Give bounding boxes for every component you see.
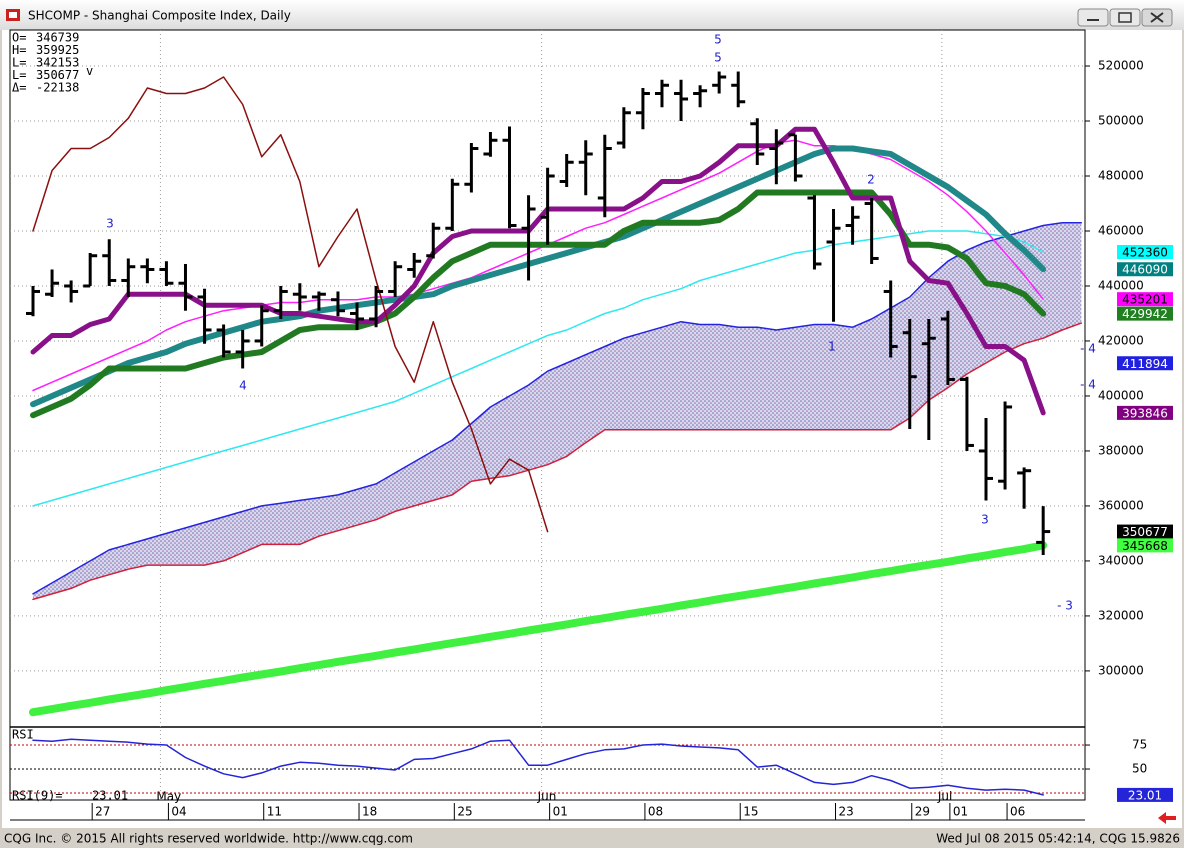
info-label: L=	[12, 56, 26, 70]
indicator-line	[32, 76, 549, 533]
price-flag-label: 435201	[1122, 293, 1168, 307]
annotation: 2	[867, 173, 875, 187]
annotation: 3	[106, 217, 114, 231]
info-value: -22138	[36, 81, 79, 95]
y-tick-label: 75	[1132, 738, 1147, 752]
x-tick-label: 25	[457, 805, 472, 819]
app-icon-inner	[9, 12, 17, 18]
y-tick-label: 420000	[1098, 333, 1144, 347]
y-tick-label: 440000	[1098, 278, 1144, 292]
x-tick-label: 18	[362, 805, 377, 819]
indicator-line	[32, 139, 1044, 392]
rsi-label: RSI	[12, 728, 34, 742]
info-label: Δ=	[12, 81, 26, 95]
y-tick-label: 480000	[1098, 168, 1144, 182]
rsi-flag-label: 23.01	[1128, 788, 1162, 802]
price-flag-label: 429942	[1122, 307, 1168, 321]
x-tick-label: 04	[171, 805, 186, 819]
y-tick-label: 320000	[1098, 608, 1144, 622]
x-tick-label: 27	[95, 805, 110, 819]
y-tick-label: 380000	[1098, 443, 1144, 457]
annotation: 5	[714, 51, 722, 65]
plot: 300000 320000 340000 360000 380000 400000 4200…	[10, 30, 1173, 820]
month-label: Jul	[937, 790, 952, 804]
indicator-line	[32, 738, 1044, 796]
y-tick-label: 520000	[1098, 59, 1144, 73]
indicator-line	[30, 145, 1047, 408]
rsi-flag	[1117, 787, 1173, 802]
window-title: SHCOMP - Shanghai Composite Index, Daily	[28, 9, 291, 23]
price-flag	[1117, 356, 1173, 371]
annotation: 5	[714, 33, 722, 47]
x-tick-label: 08	[648, 805, 663, 819]
restore-button[interactable]	[1109, 8, 1141, 27]
footer-right: Wed Jul 08 2015 05:42:14, CQG 15.9826	[936, 832, 1180, 846]
annotation: 3	[981, 513, 989, 527]
y-tick-label: 400000	[1098, 388, 1144, 402]
y-tick-label: 460000	[1098, 223, 1144, 237]
info-value: 350677	[36, 68, 79, 82]
price-flag	[1117, 306, 1173, 321]
month-label: Jun	[537, 790, 557, 804]
indicator-line	[32, 230, 1044, 507]
y-tick-label: 300000	[1098, 663, 1144, 677]
annotations: 5 5 3 4 2 1 3 - 4 - 4 - 3	[106, 33, 1096, 613]
info-value: 342153	[36, 56, 79, 70]
annotation: - 3	[1057, 599, 1073, 613]
title-bar	[0, 0, 1184, 30]
price-flag	[1117, 538, 1173, 553]
rsi-readout-value: 23.01	[92, 789, 128, 803]
info-label: L=	[12, 68, 26, 82]
x-tick-label: 11	[267, 805, 282, 819]
x-tick-label: 06	[1010, 805, 1025, 819]
price-flag-label: 452360	[1122, 245, 1168, 259]
y-tick-label: 360000	[1098, 498, 1144, 512]
info-label: O=	[12, 31, 26, 45]
indicator-line	[29, 541, 1048, 717]
price-flag	[1117, 292, 1173, 307]
restore-icon	[1118, 12, 1132, 23]
y-tick-label: 50	[1132, 762, 1147, 776]
month-label: May	[156, 790, 181, 804]
x-tick-label: 01	[953, 805, 968, 819]
price-flag-label: 393846	[1122, 406, 1168, 420]
indicator-line	[32, 322, 1083, 601]
footer-left: CQG Inc. © 2015 All rights reserved worl…	[4, 832, 413, 846]
y-tick-label: 500000	[1098, 114, 1144, 128]
price-flag-label: 446090	[1122, 263, 1168, 277]
info-value: 346739	[36, 31, 79, 45]
price-flag	[1117, 262, 1173, 277]
price-flag-label: 350677	[1122, 525, 1168, 539]
x-tick-label: 23	[839, 805, 854, 819]
info-value: 359925	[36, 43, 79, 57]
price-flag-label: 411894	[1122, 357, 1168, 371]
annotation: 1	[828, 340, 836, 354]
indicator-line	[30, 126, 1046, 416]
indicator-line	[32, 221, 1083, 595]
info-marker: v	[86, 64, 93, 78]
close-icon	[1150, 12, 1164, 23]
annotation: - 4	[1080, 378, 1096, 392]
price-flag-label: 345668	[1122, 539, 1168, 553]
x-tick-label: 15	[743, 805, 758, 819]
y-tick-label: 340000	[1098, 553, 1144, 567]
price-flag	[1117, 524, 1173, 539]
annotation: - 4	[1080, 342, 1096, 356]
scroll-arrow[interactable]	[1158, 812, 1176, 824]
plot-frame	[9, 29, 1086, 801]
price-flag	[1117, 405, 1173, 420]
minimize-button[interactable]	[1077, 8, 1109, 27]
annotation: 4	[239, 379, 247, 393]
x-tick-label: 29	[915, 805, 930, 819]
x-tick-label: 01	[553, 805, 568, 819]
window-buttons[interactable]	[1077, 8, 1173, 27]
info-label: H=	[12, 43, 26, 57]
rsi-readout-label: RSI(9)=	[12, 789, 63, 803]
cloud-fill	[33, 222, 1082, 600]
price-flag	[1117, 244, 1173, 259]
status-bar	[0, 828, 1184, 848]
